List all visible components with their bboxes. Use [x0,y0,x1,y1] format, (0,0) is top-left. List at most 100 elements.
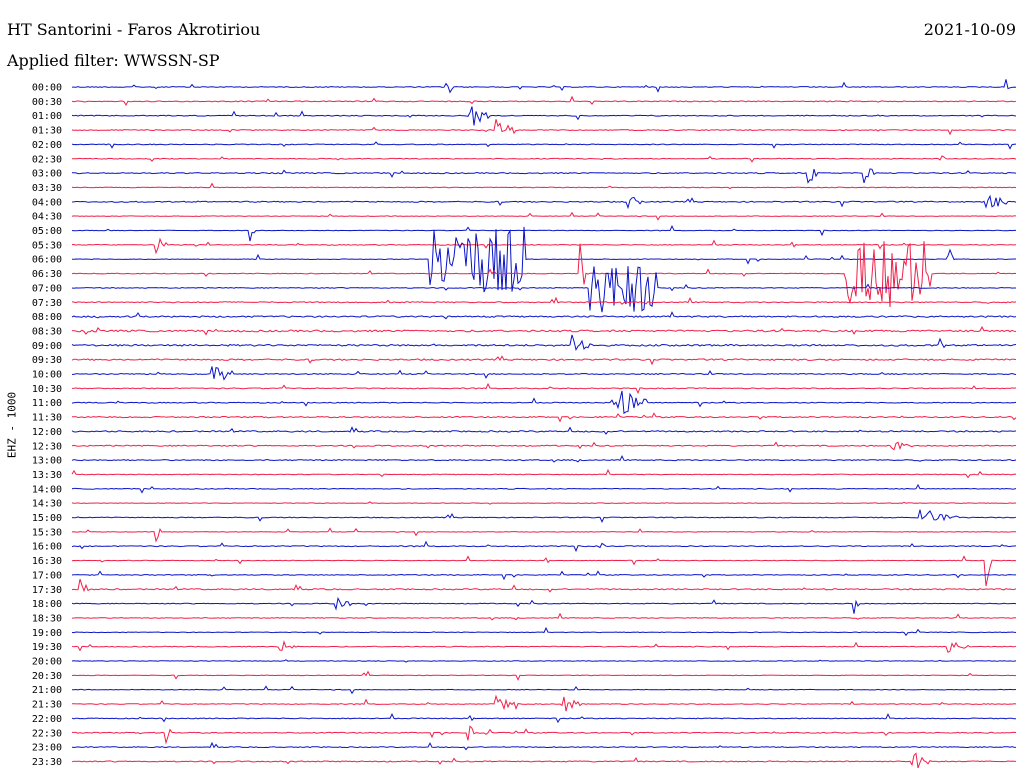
row-time-label: 08:30 [32,326,62,337]
filter-label: Applied filter: WWSSN-SP [7,51,220,70]
trace-line [71,226,1016,293]
trace-line [71,454,1017,463]
trace-line [71,119,1017,136]
trace-line [72,79,1017,94]
row-time-label: 07:30 [32,298,62,309]
row-time-label: 02:00 [32,140,62,151]
row-time-label: 13:30 [32,470,62,481]
row-time-label: 04:30 [32,212,62,223]
row-time-label: 11:00 [32,398,62,409]
row-time-label: 00:30 [32,97,62,108]
trace-line [72,366,1017,381]
trace-line [71,141,1017,150]
row-time-label: 14:00 [32,484,62,495]
trace-line [71,501,1017,505]
row-time-label: 16:00 [32,542,62,553]
row-time-label: 20:00 [32,657,62,668]
trace-line [71,555,1017,587]
trace-line [71,540,1017,553]
trace-line [71,670,1017,681]
trace-line [72,694,1017,712]
trace-line [71,182,1017,190]
trace-line [71,713,1016,724]
row-time-label: 17:00 [32,570,62,581]
row-time-label: 21:00 [32,685,62,696]
trace-line [71,237,1017,255]
trace-line [71,296,1017,305]
trace-line [71,441,1017,451]
row-time-label: 05:30 [32,240,62,251]
trace-line [71,659,1017,663]
row-time-label: 23:00 [32,743,62,754]
row-time-label: 14:30 [32,499,62,510]
row-time-label: 02:30 [32,154,62,165]
date-label: 2021-10-09 [923,20,1016,39]
trace-line [71,579,1017,593]
trace-line [71,640,1017,654]
trace-line [71,741,1017,751]
row-time-label: 09:30 [32,355,62,366]
trace-line [71,527,1017,543]
row-time-label: 10:00 [32,370,62,381]
trace-line [71,326,1017,336]
trace-line [71,95,1017,107]
row-time-label: 21:30 [32,700,62,711]
row-time-label: 10:30 [32,384,62,395]
trace-line [71,426,1017,435]
trace-line [71,241,1017,308]
trace-line [71,355,1017,366]
row-time-label: 01:00 [32,111,62,122]
row-time-label: 15:00 [32,513,62,524]
trace-line [71,155,1017,163]
row-time-label: 19:00 [32,628,62,639]
row-time-label: 19:30 [32,642,62,653]
trace-line [71,266,1016,313]
trace-line [71,626,1017,637]
row-time-label: 00:00 [32,83,62,94]
row-time-label: 22:30 [32,728,62,739]
row-time-label: 04:00 [32,197,62,208]
row-time-label: 16:30 [32,556,62,567]
trace-line [71,685,1017,695]
row-time-label: 20:30 [32,671,62,682]
row-time-label: 03:00 [32,169,62,180]
row-time-label: 18:30 [32,613,62,624]
trace-line [72,725,1017,745]
trace-line [71,106,1017,126]
trace-line [71,570,1016,581]
row-time-label: 23:30 [32,757,62,768]
trace-line [71,468,1017,479]
row-time-label: 11:30 [32,413,62,424]
row-time-label: 15:30 [32,527,62,538]
row-time-label: 06:30 [32,269,62,280]
row-time-label: 03:30 [32,183,62,194]
row-time-label: 07:00 [32,283,62,294]
trace-line [72,412,1017,423]
row-time-label: 17:30 [32,585,62,596]
row-time-label: 12:00 [32,427,62,438]
trace-line [71,194,1017,210]
station-title: HT Santorini - Faros Akrotiriou [7,20,261,39]
row-time-label: 06:00 [32,255,62,266]
trace-line [71,596,1017,614]
trace-line [71,612,1017,621]
trace-line [71,483,1017,494]
row-time-label: 22:00 [32,714,62,725]
trace-line [71,211,1016,221]
trace-line [71,225,1016,242]
row-time-label: 05:00 [32,226,62,237]
trace-line [71,509,1017,524]
trace-line [71,334,1017,352]
row-time-label: 09:00 [32,341,62,352]
row-time-label: 13:00 [32,456,62,467]
trace-line [71,390,1017,415]
row-time-label: 08:00 [32,312,62,323]
trace-line [71,382,1017,395]
trace-line [71,311,1017,320]
row-time-label: 12:30 [32,441,62,452]
row-time-label: 18:00 [32,599,62,610]
row-time-label: 01:30 [32,126,62,137]
trace-line [72,168,1017,184]
trace-line [71,752,1017,769]
